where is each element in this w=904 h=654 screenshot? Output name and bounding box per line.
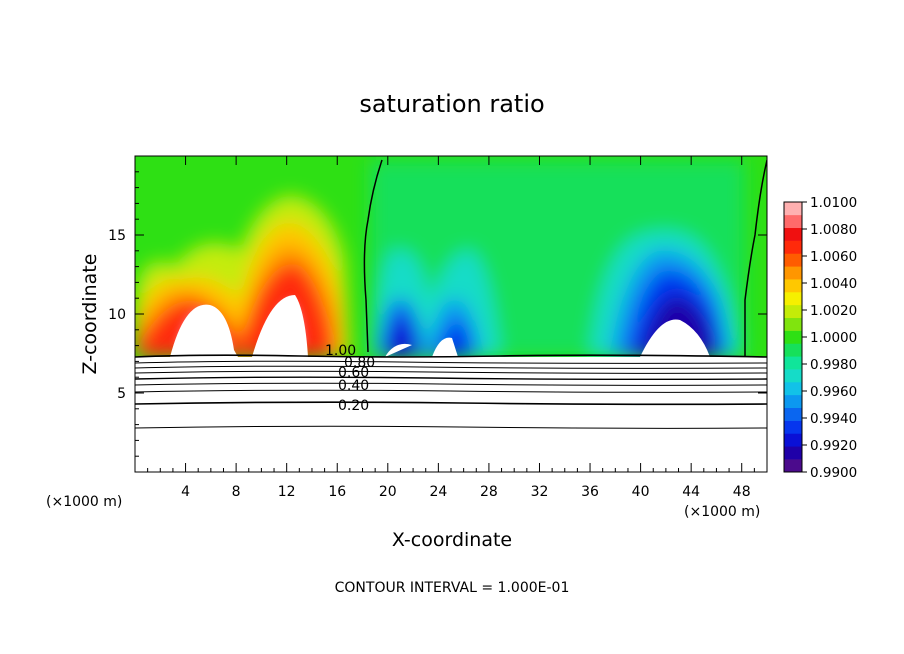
colorbar-tick-label: 0.9920 bbox=[810, 438, 857, 454]
saturation-field bbox=[135, 156, 767, 357]
x-tick-label: 28 bbox=[480, 484, 498, 500]
contour-labels: 1.00 0.80 0.60 0.40 0.20 bbox=[325, 343, 375, 414]
colorbar-tick-label: 1.0060 bbox=[810, 249, 857, 265]
colorbar-swatch bbox=[784, 292, 802, 306]
colorbar-tick-label: 1.0080 bbox=[810, 222, 857, 238]
y-axis: 5 10 15 bbox=[108, 171, 767, 457]
x-axis-label: X-coordinate bbox=[392, 529, 512, 551]
plot-area: 1.00 0.80 0.60 0.40 0.20 bbox=[135, 156, 767, 472]
colorbar-swatch bbox=[784, 227, 802, 241]
contour-label-0-80: 0.80 bbox=[344, 355, 375, 371]
colorbar-swatch bbox=[784, 382, 802, 396]
colorbar-tick-label: 0.9940 bbox=[810, 411, 857, 427]
x-tick-label: 20 bbox=[379, 484, 397, 500]
x-tick-label: 12 bbox=[278, 484, 296, 500]
colorbar-tick-label: 1.0000 bbox=[810, 330, 857, 346]
colorbar-swatch bbox=[784, 330, 802, 344]
colorbar-swatch bbox=[784, 240, 802, 254]
cloud-masks bbox=[170, 295, 710, 357]
x-units-left: (×1000 m) bbox=[46, 494, 122, 510]
x-tick-label: 16 bbox=[328, 484, 346, 500]
x-tick-label: 36 bbox=[581, 484, 599, 500]
colorbar-tick-label: 0.9960 bbox=[810, 384, 857, 400]
colorbar-tick-label: 1.0020 bbox=[810, 303, 857, 319]
colorbar-swatch bbox=[784, 459, 802, 473]
y-tick-label: 5 bbox=[117, 386, 126, 402]
x-axis: 4 8 12 16 20 24 28 32 36 40 44 48 bbox=[147, 156, 755, 500]
contour-label-1-00: 1.00 bbox=[325, 343, 356, 359]
x-tick-label: 8 bbox=[232, 484, 241, 500]
colorbar-swatch bbox=[784, 317, 802, 331]
colorbar-tick-label: 0.9900 bbox=[810, 465, 857, 481]
contour-label-0-60: 0.60 bbox=[338, 365, 369, 381]
colorbar-swatch bbox=[784, 394, 802, 409]
x-tick-label: 4 bbox=[181, 484, 190, 500]
colorbar: 0.9900 0.9920 0.9940 0.9960 0.9980 1.0000 1.00… bbox=[783, 195, 857, 481]
contour-label-0-40: 0.40 bbox=[338, 378, 369, 394]
colorbar-swatch bbox=[784, 304, 802, 319]
colorbar-tick-label: 0.9980 bbox=[810, 357, 857, 373]
x-tick-label: 48 bbox=[733, 484, 751, 500]
colorbar-swatch bbox=[784, 214, 802, 229]
colorbar-swatch bbox=[784, 266, 802, 280]
colorbar-swatch bbox=[784, 343, 802, 357]
x-tick-label: 44 bbox=[682, 484, 700, 500]
contour-lines bbox=[135, 159, 767, 429]
colorbar-swatch bbox=[784, 407, 802, 421]
colorbar-swatch bbox=[784, 356, 802, 370]
colorbar-swatch bbox=[784, 279, 802, 293]
contour-label-0-20: 0.20 bbox=[338, 398, 369, 414]
colorbar-tick-label: 1.0100 bbox=[810, 195, 857, 211]
y-tick-label: 15 bbox=[108, 228, 126, 244]
colorbar-swatch bbox=[784, 433, 802, 447]
x-tick-label: 24 bbox=[429, 484, 447, 500]
x-tick-label: 40 bbox=[632, 484, 650, 500]
colorbar-swatch bbox=[784, 420, 802, 434]
x-units-right: (×1000 m) bbox=[684, 504, 760, 520]
x-tick-label: 32 bbox=[531, 484, 549, 500]
chart-title: saturation ratio bbox=[359, 90, 544, 118]
colorbar-swatch bbox=[784, 253, 802, 267]
colorbar-swatch bbox=[784, 446, 802, 460]
contour-interval-text: CONTOUR INTERVAL = 1.000E-01 bbox=[335, 580, 570, 596]
y-axis-label: Z-coordinate bbox=[79, 254, 101, 375]
colorbar-swatch bbox=[784, 202, 802, 216]
y-tick-label: 10 bbox=[108, 307, 126, 323]
colorbar-swatch bbox=[784, 369, 802, 383]
colorbar-tick-label: 1.0040 bbox=[810, 276, 857, 292]
